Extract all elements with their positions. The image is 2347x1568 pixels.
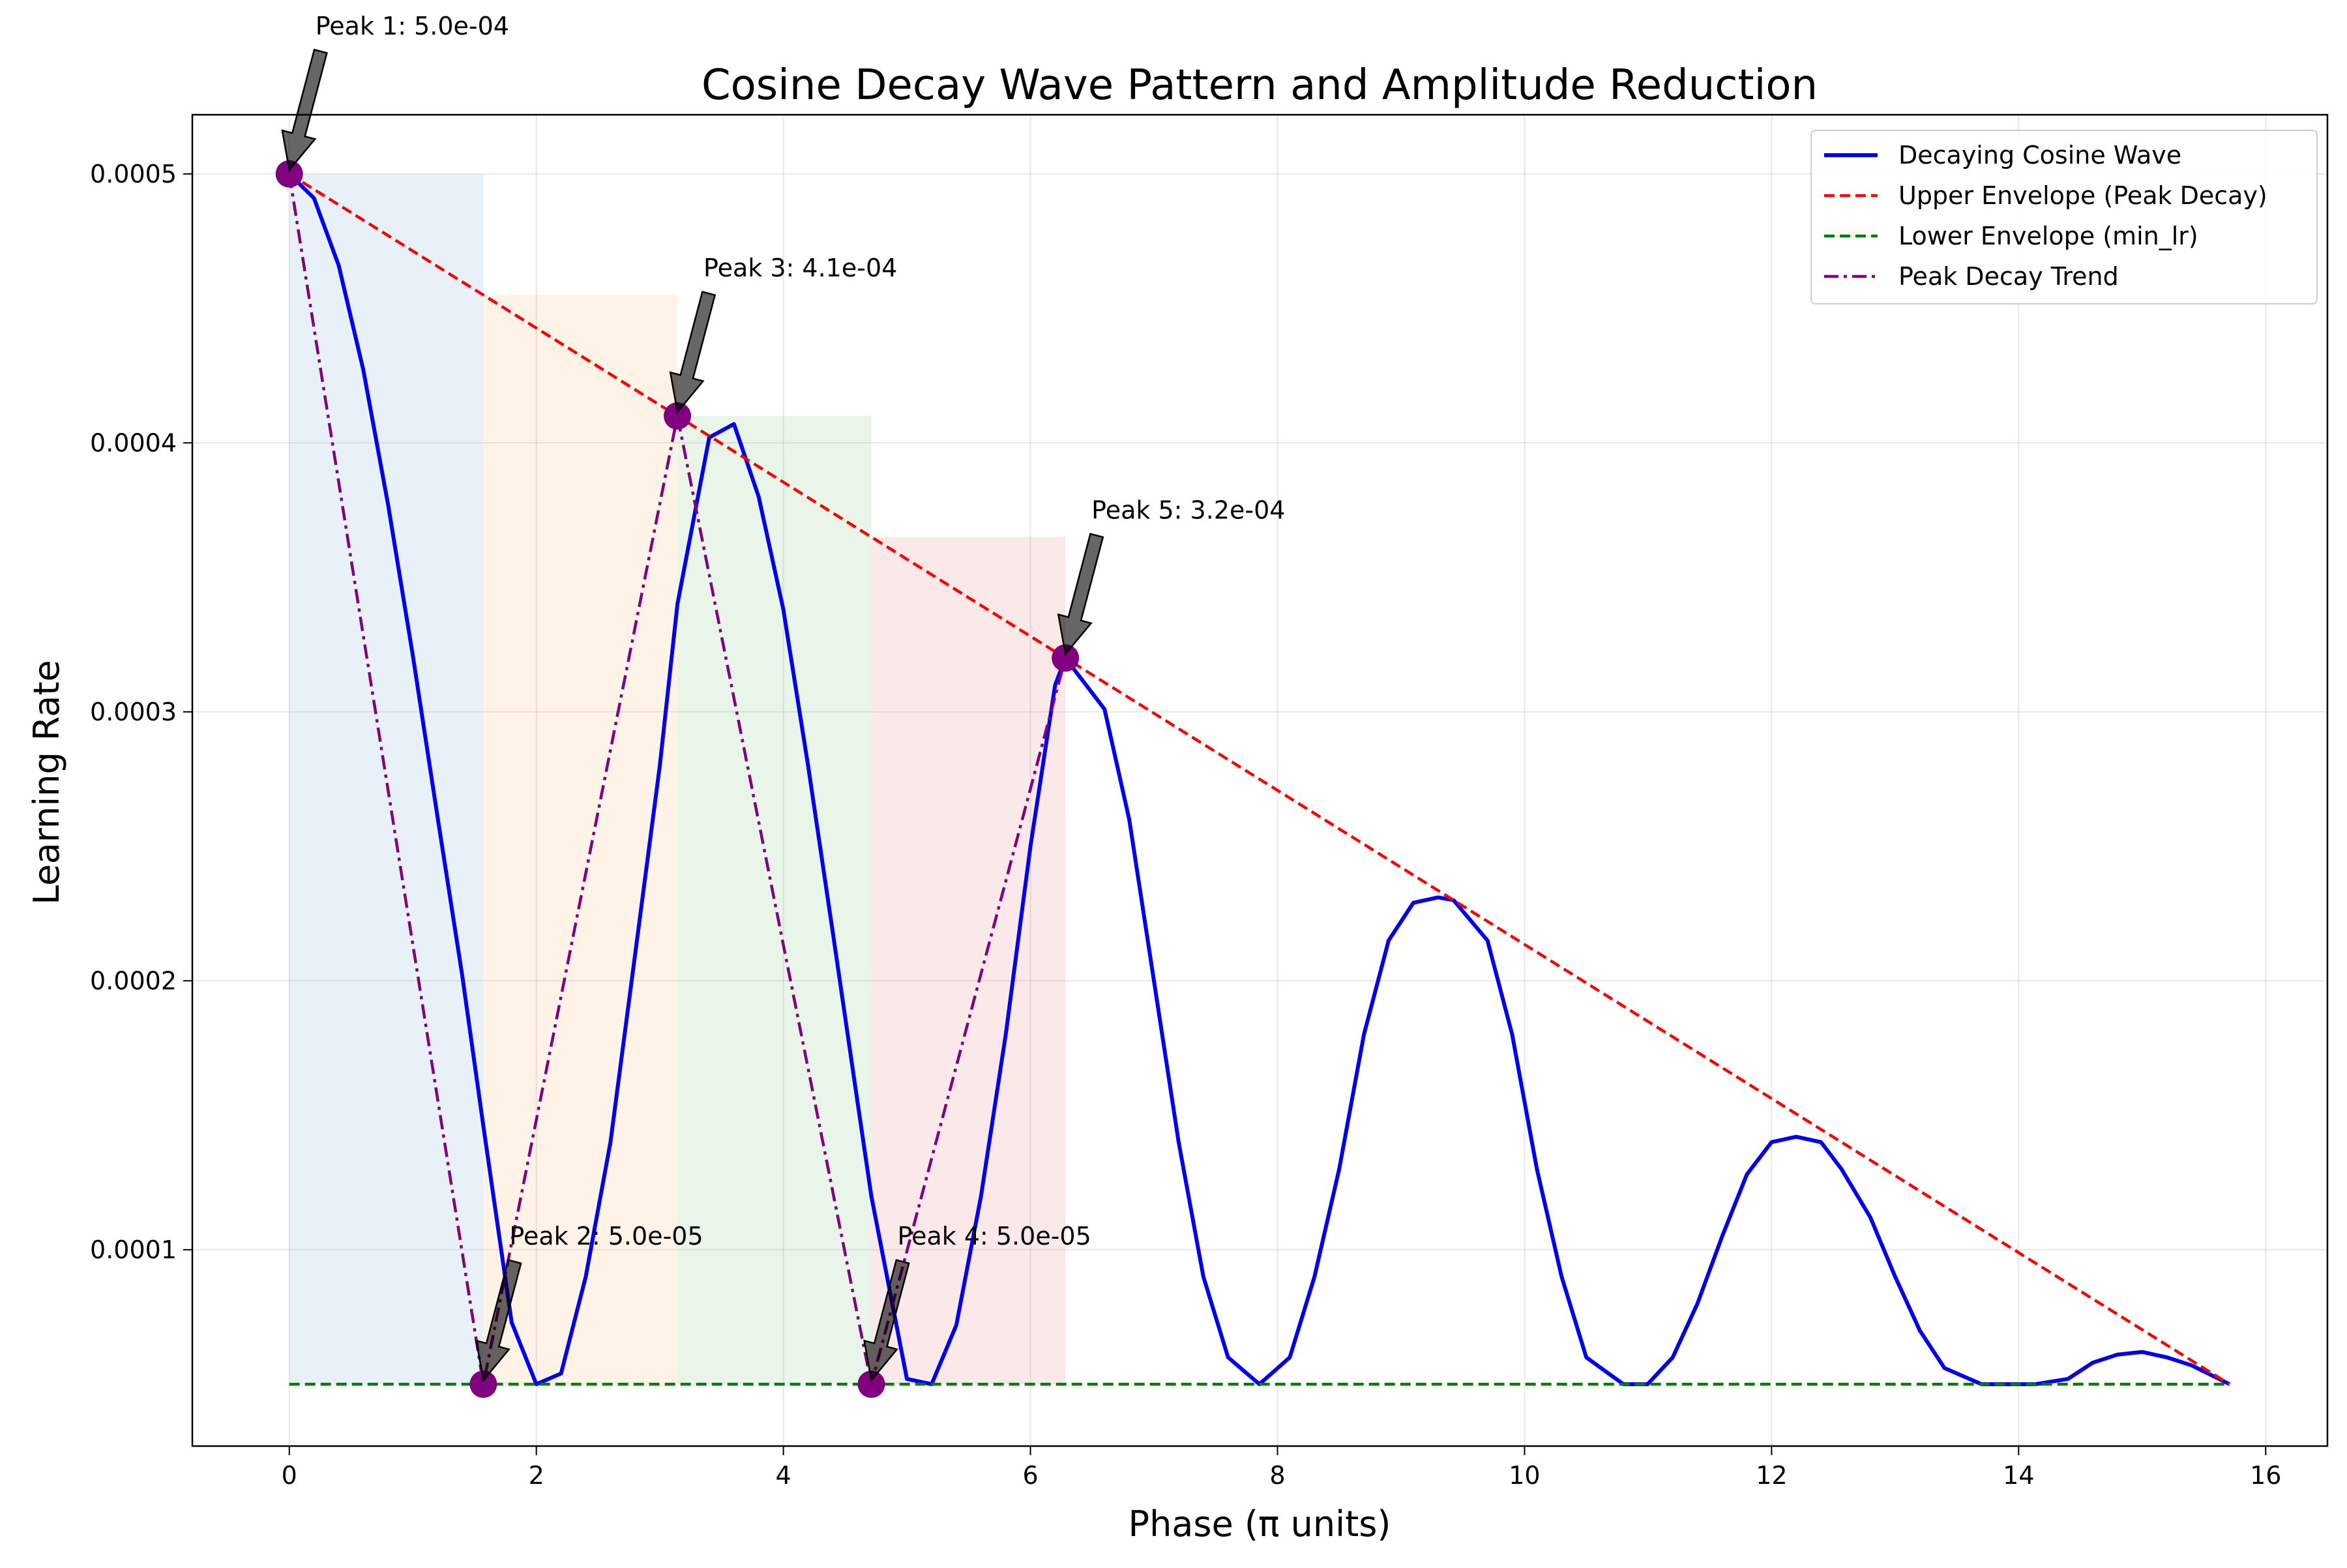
plot-frame — [191, 113, 2329, 1447]
x-tick-label: 12 — [1756, 1461, 1787, 1490]
x-tick-label: 16 — [2250, 1461, 2281, 1490]
peak-marker-2 — [469, 1370, 497, 1398]
y-tick-label: 0.0002 — [90, 966, 177, 995]
peak-marker-3 — [664, 402, 692, 430]
peak-markers — [275, 160, 1080, 1398]
shaded-region-4 — [871, 537, 1066, 1385]
annotation-label-2: Peak 2: 5.0e-05 — [509, 1222, 703, 1250]
series-line-2 — [288, 172, 2231, 1386]
series-lines — [288, 172, 2231, 1387]
legend-label-2: Upper Envelope (Peak Decay) — [1898, 181, 2267, 210]
annotation-label-1: Peak 1: 5.0e-04 — [316, 12, 509, 40]
chart-title: Cosine Decay Wave Pattern and Amplitude … — [701, 61, 1818, 110]
x-tick-label: 10 — [1509, 1461, 1540, 1490]
annotation-arrow-2 — [475, 1259, 522, 1382]
annotation-label-3: Peak 3: 4.1e-04 — [703, 254, 897, 282]
legend-label-3: Lower Envelope (min_lr) — [1898, 222, 2198, 250]
y-axis-ticks: 0.0001 0.0002 0.0003 0.0004 0.0005 — [90, 160, 192, 1264]
x-tick-label: 4 — [776, 1461, 791, 1490]
peak-marker-5 — [1052, 644, 1080, 672]
y-tick-label: 0.0003 — [90, 698, 177, 726]
y-tick-label: 0.0005 — [90, 160, 177, 188]
series-line-1 — [288, 172, 2231, 1387]
legend: Decaying Cosine Wave Upper Envelope (Peak… — [1810, 130, 2318, 304]
peak-annotations: Peak 1: 5.0e-04 Peak 2: 5.0e-05 Peak 3: 4.… — [281, 12, 1285, 1382]
x-axis-ticks: 0 2 4 6 8 10 12 14 16 — [282, 1446, 2281, 1490]
x-tick-label: 6 — [1022, 1461, 1038, 1490]
legend-label-1: Decaying Cosine Wave — [1898, 141, 2181, 170]
x-tick-label: 0 — [282, 1461, 297, 1490]
y-axis-label: Learning Rate — [26, 660, 67, 904]
peak-marker-1 — [275, 160, 303, 188]
annotation-arrow-5 — [1057, 533, 1104, 657]
series-line-4 — [288, 173, 1067, 1386]
annotation-arrow-1 — [281, 48, 328, 172]
annotation-arrow-4 — [863, 1259, 910, 1382]
annotation-arrow-3 — [669, 290, 716, 414]
legend-label-4: Peak Decay Trend — [1898, 262, 2119, 291]
peak-marker-4 — [857, 1370, 885, 1398]
annotation-label-4: Peak 4: 5.0e-05 — [898, 1222, 1091, 1250]
x-axis-label: Phase (π units) — [1129, 1503, 1391, 1545]
y-tick-label: 0.0004 — [90, 428, 177, 457]
x-tick-label: 2 — [529, 1461, 544, 1490]
legend-box — [1810, 130, 2318, 304]
y-tick-label: 0.0001 — [90, 1235, 177, 1264]
annotation-label-5: Peak 5: 3.2e-04 — [1091, 496, 1285, 524]
shaded-region-2 — [483, 295, 678, 1385]
x-tick-label: 8 — [1269, 1461, 1285, 1490]
x-tick-label: 14 — [2003, 1461, 2034, 1490]
